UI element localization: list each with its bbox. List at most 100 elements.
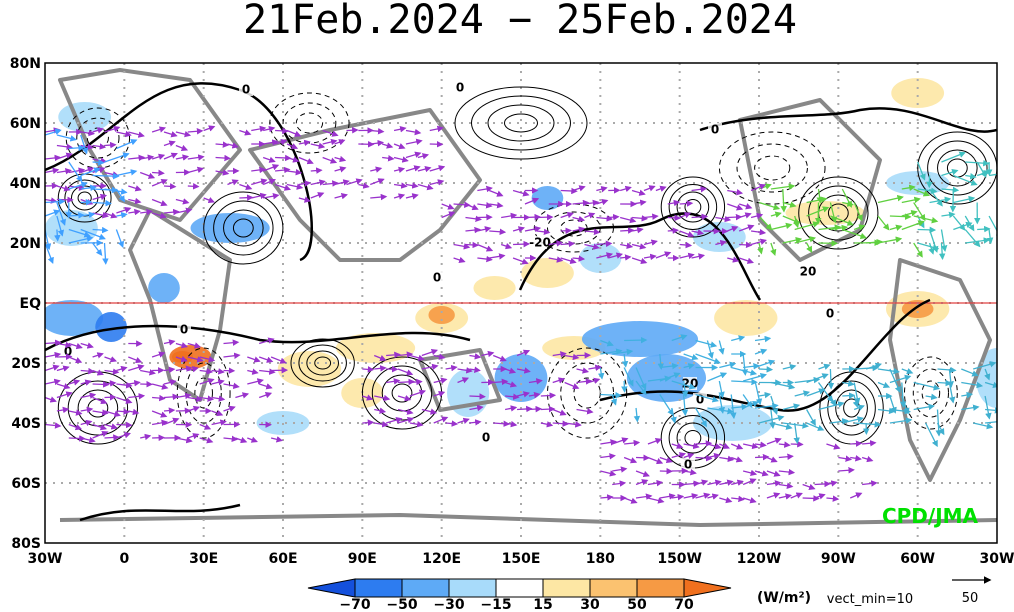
flux-vector bbox=[683, 493, 699, 500]
flux-vector bbox=[683, 353, 699, 361]
flux-vector bbox=[104, 410, 121, 418]
flux-vector bbox=[691, 229, 705, 236]
flux-vector bbox=[56, 152, 73, 160]
flux-vector bbox=[258, 356, 274, 363]
x-axis-label: 30W bbox=[980, 551, 1014, 567]
zero-contour bbox=[699, 107, 997, 133]
flux-vector bbox=[560, 257, 577, 264]
flux-vector bbox=[861, 455, 874, 463]
flux-vector bbox=[56, 202, 66, 226]
flux-vector bbox=[754, 470, 769, 477]
colorbar-cell bbox=[542, 578, 591, 598]
flux-vector bbox=[203, 125, 216, 132]
flux-vector bbox=[45, 128, 62, 136]
flux-vector bbox=[516, 405, 533, 413]
flux-vector bbox=[707, 493, 719, 500]
flux-vector bbox=[187, 356, 204, 363]
contour-label-bg bbox=[177, 323, 191, 336]
flux-vector bbox=[540, 421, 554, 428]
flux-vector bbox=[393, 193, 406, 200]
contour bbox=[917, 131, 997, 205]
flux-vector bbox=[263, 125, 276, 133]
flux-vector bbox=[175, 207, 193, 214]
flux-vector bbox=[731, 495, 745, 503]
flux-vector bbox=[128, 408, 140, 416]
flux-vector bbox=[465, 241, 479, 249]
flux-vector bbox=[104, 434, 120, 441]
flux-vector bbox=[469, 393, 486, 400]
flux-vector bbox=[647, 497, 665, 504]
flux-vector bbox=[596, 240, 613, 248]
flux-vector bbox=[742, 442, 759, 450]
flux-vector bbox=[827, 368, 835, 390]
flux-vector bbox=[429, 125, 444, 133]
flux-vector bbox=[477, 202, 493, 209]
flux-vector bbox=[45, 154, 62, 162]
flux-vector bbox=[512, 257, 529, 265]
flux-vector bbox=[901, 368, 914, 375]
flux-vector bbox=[925, 422, 938, 448]
colorbar-end bbox=[683, 578, 732, 598]
x-axis-label: 30W bbox=[28, 551, 63, 567]
flux-vector bbox=[362, 366, 375, 373]
flux-vector bbox=[600, 494, 614, 501]
zero-contour bbox=[518, 212, 762, 301]
flux-vector bbox=[679, 212, 692, 219]
flux-vector bbox=[45, 364, 60, 372]
flux-vector bbox=[92, 352, 104, 359]
flux-vector bbox=[806, 373, 829, 384]
flux-vector bbox=[433, 377, 448, 384]
flux-vector bbox=[877, 215, 890, 231]
colorbar-label: 30 bbox=[580, 597, 600, 612]
flux-vector bbox=[199, 423, 212, 430]
contour-label: 0 bbox=[456, 81, 464, 95]
contour-label-bg bbox=[239, 83, 253, 96]
flux-vector bbox=[80, 367, 95, 375]
flux-vector bbox=[104, 125, 121, 133]
flux-vector bbox=[504, 381, 518, 388]
colorbar-label: 50 bbox=[627, 597, 647, 612]
flux-vector bbox=[596, 199, 609, 206]
flux-vector bbox=[433, 353, 446, 360]
flux-vector bbox=[45, 422, 62, 429]
flux-vector bbox=[247, 436, 258, 443]
flux-vector bbox=[151, 178, 168, 187]
flux-vector bbox=[152, 169, 165, 177]
flux-vector bbox=[778, 441, 791, 448]
flux-vector bbox=[259, 337, 275, 345]
contour bbox=[295, 112, 324, 134]
flux-vector bbox=[667, 227, 680, 234]
flux-vector bbox=[635, 479, 649, 486]
contour bbox=[684, 199, 702, 215]
flux-vector bbox=[298, 180, 312, 187]
contour-label: 0 bbox=[242, 83, 250, 97]
flux-vector bbox=[576, 367, 590, 374]
flux-vector bbox=[973, 422, 994, 430]
flux-vector bbox=[45, 396, 57, 403]
contour bbox=[819, 371, 884, 445]
flux-vector bbox=[262, 178, 277, 186]
flux-vector bbox=[814, 493, 826, 500]
flux-vector bbox=[274, 139, 288, 146]
flux-vector bbox=[187, 342, 202, 349]
flux-vector bbox=[239, 183, 253, 190]
flux-vector bbox=[806, 422, 825, 431]
flux-vector bbox=[977, 225, 991, 233]
flux-vector bbox=[719, 442, 730, 449]
flux-vector bbox=[322, 129, 339, 137]
frame bbox=[44, 62, 998, 544]
contour-label: 0 bbox=[180, 323, 188, 337]
flux-vector bbox=[964, 229, 981, 248]
flux-vector bbox=[45, 167, 60, 175]
flux-vector bbox=[334, 166, 347, 173]
flux-vector bbox=[175, 154, 190, 161]
flux-vector bbox=[492, 354, 507, 362]
flux-vector bbox=[286, 143, 299, 150]
flux-vector bbox=[965, 173, 977, 180]
flux-vector bbox=[794, 236, 817, 244]
flux-vector bbox=[505, 393, 520, 400]
flux-vector bbox=[738, 203, 753, 210]
flux-vector bbox=[56, 391, 73, 399]
contour-label-bg bbox=[430, 271, 444, 284]
flux-vector bbox=[489, 189, 504, 197]
